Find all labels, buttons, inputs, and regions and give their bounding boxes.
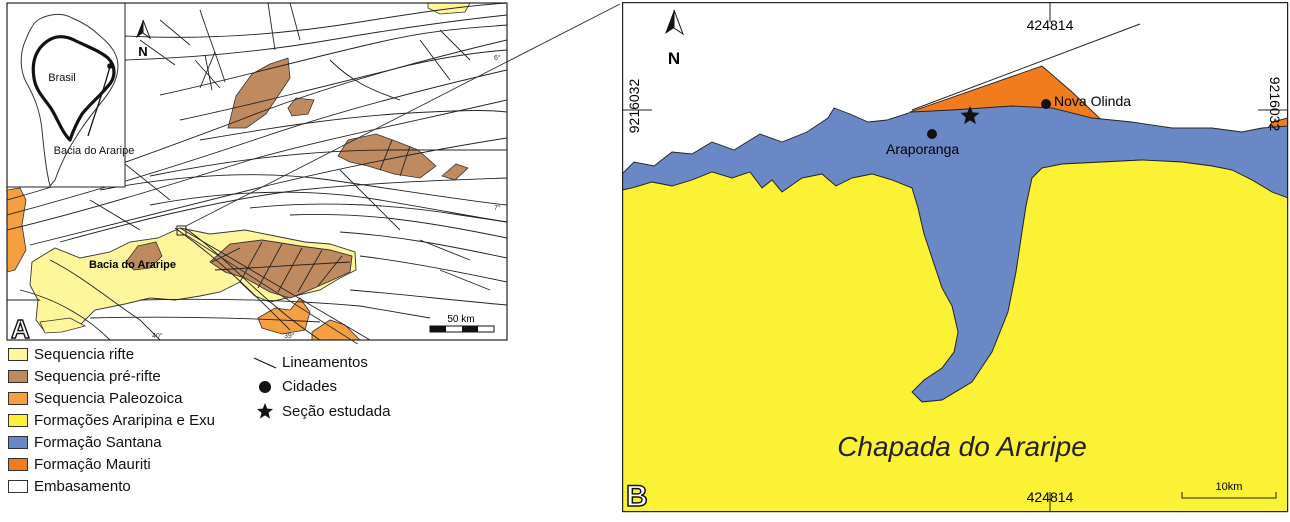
brasil-outline [31, 35, 116, 142]
prerift-west [125, 241, 163, 271]
swatch-embasamento [8, 480, 28, 493]
swatch-mauriti [8, 458, 28, 471]
inset-brasil-label: Brasil [48, 72, 76, 84]
city-label-araporanga: Araporanga [886, 141, 959, 157]
coord-left: 9216032 [626, 79, 642, 134]
swatch-santana [8, 436, 28, 449]
swatch-araripina-exu [8, 414, 28, 427]
legend-item-lineamentos: Lineamentos [252, 354, 368, 371]
dot-icon [252, 380, 278, 394]
panel-letter-a: A [11, 314, 30, 344]
lineament-b [911, 23, 1141, 111]
lon-tick-40: 40° [152, 332, 163, 340]
panel-b-map: 424814 424814 9216032 9216032 N Nova Oli… [622, 2, 1289, 513]
panel-letter-b: B [626, 480, 648, 513]
formacao-araripina-exu [622, 159, 1288, 512]
legend-item-pre-rift: Sequencia pré-rifte [8, 368, 161, 385]
legend-item-embasamento: Embasamento [8, 478, 131, 495]
legend-label: Lineamentos [282, 354, 368, 371]
paleozoic-south-1 [257, 297, 311, 335]
south-america-outline [20, 13, 119, 188]
legend-item-paleozoic: Sequencia Paleozoica [8, 390, 182, 407]
legend-label: Cidades [282, 378, 338, 395]
swatch-pre-rift [8, 370, 28, 383]
lat-tick-7: 7° [494, 204, 501, 212]
basin-label: Bacia do Araripe [89, 259, 176, 271]
legend-label: Sequencia rifte [34, 346, 135, 363]
coord-top: 424814 [1027, 17, 1074, 33]
legend-item-secao: Seção estudada [252, 402, 390, 420]
north-arrow-b-icon: N [665, 9, 685, 68]
swatch-paleozoic [8, 392, 28, 405]
north-label-b: N [668, 49, 680, 68]
north-label-a: N [138, 44, 147, 59]
legend-label: Formação Mauriti [34, 456, 151, 473]
legend-item-araripina-exu: Formações Araripina e Exu [8, 412, 215, 429]
prerift-n1 [227, 57, 291, 129]
connector-lines [185, 3, 620, 344]
araripe-location-dot [107, 63, 113, 69]
panel-a-map: Brasil Bacia do Araripe N Bacia do Arari… [6, 2, 620, 344]
legend-item-santana: Formação Santana [8, 434, 162, 451]
scale-bar-a: 50 km [429, 314, 495, 333]
lon-tick-39: 39° [284, 332, 295, 340]
legend-label: Seção estudada [282, 402, 391, 420]
prerift-n4 [441, 163, 469, 181]
city-label-nova-olinda: Nova Olinda [1054, 93, 1131, 109]
coord-right: 9216032 [1267, 77, 1283, 132]
scale-label-a: 50 km [447, 314, 474, 325]
legend-label: Sequencia pré-rifte [34, 368, 161, 385]
swatch-rift [8, 348, 28, 361]
city-dot-araporanga [927, 129, 937, 139]
line-icon [252, 356, 278, 370]
rift-tail [39, 317, 87, 334]
legend-label: Embasamento [34, 478, 131, 495]
legend-label: Sequencia Paleozoica [34, 390, 183, 407]
inset-map: Brasil Bacia do Araripe [7, 3, 135, 188]
prerift-main [209, 239, 353, 299]
region-label: Chapada do Araripe [837, 431, 1087, 462]
city-dot-nova-olinda [1041, 99, 1051, 109]
legend-label: Formações Araripina e Exu [34, 412, 215, 429]
scale-label-b: 10km [1216, 481, 1243, 493]
studied-section-star-icon [960, 106, 980, 125]
scale-bar-b: 10km [1181, 481, 1277, 499]
legend-item-cidades: Cidades [252, 378, 337, 395]
coord-bottom: 424814 [1027, 489, 1074, 505]
north-arrow-a-icon: N [136, 19, 152, 59]
lineaments [7, 3, 507, 340]
legend: Sequencia rifte Sequencia pré-rifte Sequ… [8, 344, 608, 522]
legend-label: Formação Santana [34, 434, 162, 451]
inset-basin-label: Bacia do Araripe [54, 145, 135, 157]
legend-item-mauriti: Formação Mauriti [8, 456, 151, 473]
lat-tick-6: 6° [494, 54, 501, 62]
legend-item-rift: Sequencia rifte [8, 346, 134, 363]
paleozoic-left [7, 187, 27, 273]
star-icon [252, 402, 278, 420]
